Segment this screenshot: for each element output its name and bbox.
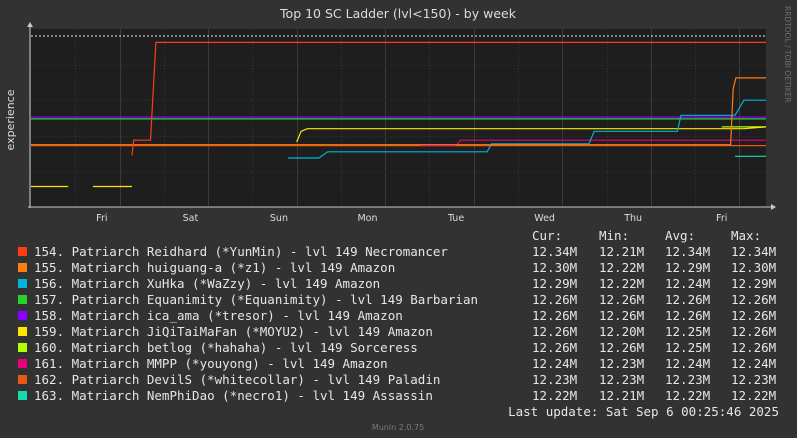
legend-value: 12.26M: [665, 308, 710, 323]
x-tick-label: Sat: [183, 213, 199, 224]
series-line: [131, 41, 766, 156]
legend-value: 12.30M: [532, 260, 577, 275]
legend-value: 12.26M: [731, 340, 776, 355]
x-tick-label: Wed: [534, 213, 555, 224]
legend-swatch: [18, 247, 27, 256]
legend-value: 12.29M: [532, 276, 577, 291]
legend-series-name: 156. Matriarch XuHka (*WaZzy) - lvl 149 …: [34, 276, 380, 291]
rrdtool-watermark: RRDTOOL / TOBI OETIKER: [783, 6, 792, 103]
legend-value: 12.30M: [731, 260, 776, 275]
legend-swatch: [18, 343, 27, 352]
x-tick-label: Fri: [96, 213, 107, 224]
series-line: [31, 126, 767, 188]
x-tick-label: Mon: [357, 213, 377, 224]
legend-value: 12.22M: [599, 260, 644, 275]
plot-area: [27, 22, 776, 210]
legend-swatch: [18, 359, 27, 368]
series-line: [287, 99, 766, 159]
legend-value: 12.26M: [599, 308, 644, 323]
legend-swatch: [18, 375, 27, 384]
legend-series-name: 158. Matriarch ica_ama (*tresor) - lvl 1…: [34, 308, 403, 323]
y-axis-arrow: [27, 22, 33, 27]
legend-value: 12.21M: [599, 244, 644, 259]
legend-header-min: Min:: [599, 228, 629, 243]
munin-version: Munin 2.0.75: [372, 423, 424, 432]
legend: Cur: Min: Avg: Max: 154. Patriarch Reidh…: [18, 228, 779, 419]
legend-series-name: 163. Matriarch NemPhiDao (*necro1) - lvl…: [34, 388, 433, 403]
plot-background: [31, 29, 766, 207]
legend-value: 12.26M: [599, 292, 644, 307]
y-axis-label: experience: [4, 89, 17, 150]
legend-value: 12.34M: [532, 244, 577, 259]
legend-swatch: [18, 311, 27, 320]
legend-value: 12.22M: [532, 388, 577, 403]
legend-header-cur: Cur:: [532, 228, 562, 243]
x-tick-label: Thu: [623, 213, 642, 224]
legend-header-avg: Avg:: [665, 228, 695, 243]
legend-value: 12.26M: [532, 340, 577, 355]
x-tick-label: Tue: [447, 213, 464, 224]
series-line: [31, 77, 766, 146]
x-axis-arrow: [771, 204, 776, 210]
legend-series-name: 155. Matriarch huiguang-a (*z1) - lvl 14…: [34, 260, 395, 275]
legend-value: 12.22M: [599, 276, 644, 291]
legend-series-name: 154. Patriarch Reidhard (*YunMin) - lvl …: [34, 244, 448, 259]
legend-value: 12.34M: [731, 244, 776, 259]
legend-value: 12.24M: [731, 356, 776, 371]
legend-value: 12.23M: [731, 372, 776, 387]
legend-series-name: 161. Matriarch MMPP (*youyong) - lvl 149…: [34, 356, 388, 371]
legend-value: 12.23M: [599, 372, 644, 387]
legend-value: 12.23M: [599, 356, 644, 371]
legend-value: 12.26M: [731, 324, 776, 339]
legend-value: 12.29M: [731, 276, 776, 291]
legend-value: 12.25M: [665, 324, 710, 339]
legend-value: 12.24M: [665, 356, 710, 371]
legend-header-max: Max:: [731, 228, 761, 243]
legend-value: 12.26M: [731, 292, 776, 307]
legend-value: 12.21M: [599, 388, 644, 403]
legend-swatch: [18, 295, 27, 304]
legend-swatch: [18, 327, 27, 336]
legend-value: 12.29M: [665, 260, 710, 275]
legend-value: 12.26M: [532, 324, 577, 339]
legend-value: 12.23M: [532, 372, 577, 387]
legend-value: 12.34M: [665, 244, 710, 259]
legend-value: 12.25M: [665, 340, 710, 355]
legend-swatch: [18, 263, 27, 272]
legend-value: 12.23M: [665, 372, 710, 387]
legend-value: 12.22M: [731, 388, 776, 403]
chart-title: Top 10 SC Ladder (lvl<150) - by week: [279, 6, 517, 21]
series-line: [420, 139, 766, 147]
legend-value: 12.26M: [532, 292, 577, 307]
legend-swatch: [18, 279, 27, 288]
x-tick-label: Sun: [270, 213, 288, 224]
legend-value: 12.26M: [665, 292, 710, 307]
legend-value: 12.24M: [532, 356, 577, 371]
legend-value: 12.26M: [731, 308, 776, 323]
x-tick-label: Fri: [716, 213, 727, 224]
legend-series-name: 160. Matriarch betlog (*hahaha) - lvl 14…: [34, 340, 418, 355]
legend-series-name: 162. Patriarch DevilS (*whitecollar) - l…: [34, 372, 440, 387]
last-update: Last update: Sat Sep 6 00:25:46 2025: [508, 404, 779, 419]
legend-value: 12.22M: [665, 388, 710, 403]
legend-value: 12.24M: [665, 276, 710, 291]
legend-value: 12.26M: [532, 308, 577, 323]
legend-swatch: [18, 391, 27, 400]
legend-value: 12.26M: [599, 340, 644, 355]
legend-series-name: 159. Matriarch JiQiTaiMaFan (*MOYU2) - l…: [34, 324, 433, 339]
legend-series-name: 157. Patriarch Equanimity (*Equanimity) …: [34, 292, 478, 307]
legend-value: 12.20M: [599, 324, 644, 339]
